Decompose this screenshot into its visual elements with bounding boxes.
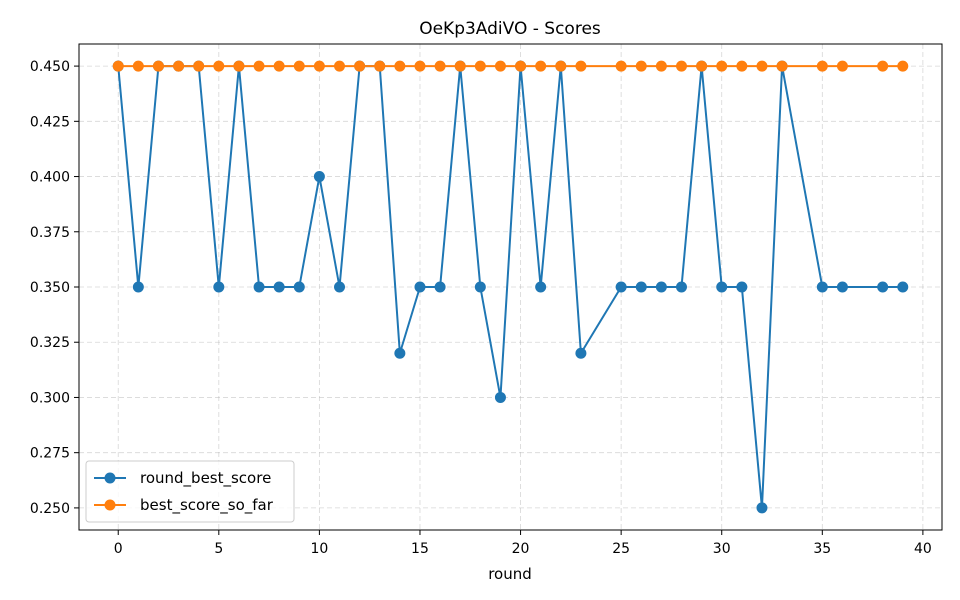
y-tick-label: 0.250 [30, 501, 70, 517]
data-point-best-score-so-far [736, 60, 748, 72]
legend-box [85, 460, 295, 523]
legend-marker-best-score-so-far [104, 499, 116, 511]
data-point-best-score-so-far [696, 60, 708, 72]
data-point-best-score-so-far [193, 60, 205, 72]
x-tick-label: 40 [914, 541, 932, 557]
data-point-round-best-score [273, 281, 285, 293]
data-point-round-best-score [334, 281, 346, 293]
x-tick-label: 25 [612, 541, 630, 557]
x-tick-label: 20 [512, 541, 530, 557]
data-point-round-best-score [132, 281, 144, 293]
y-axis: 0.250 0.275 0.300 0.325 0.350 0.375 0.400 0.425… [30, 59, 79, 517]
data-point-round-best-score [655, 281, 667, 293]
data-point-best-score-so-far [474, 60, 486, 72]
y-tick-label: 0.450 [30, 59, 70, 75]
data-point-round-best-score [635, 281, 647, 293]
y-tick-label: 0.325 [30, 335, 70, 351]
data-point-best-score-so-far [555, 60, 567, 72]
y-tick-label: 0.425 [30, 114, 70, 130]
data-point-round-best-score [877, 281, 889, 293]
data-point-round-best-score [756, 502, 768, 514]
series-group [112, 60, 909, 514]
data-point-best-score-so-far [675, 60, 687, 72]
data-point-best-score-so-far [313, 60, 325, 72]
data-point-best-score-so-far [615, 60, 627, 72]
data-point-best-score-so-far [575, 60, 587, 72]
data-point-best-score-so-far [293, 60, 305, 72]
data-point-best-score-so-far [394, 60, 406, 72]
data-point-round-best-score [213, 281, 225, 293]
data-point-best-score-so-far [273, 60, 285, 72]
data-point-round-best-score [535, 281, 547, 293]
data-point-round-best-score [414, 281, 426, 293]
data-point-best-score-so-far [132, 60, 144, 72]
data-point-round-best-score [434, 281, 446, 293]
chart-title: OeKp3AdiVO - Scores [419, 19, 601, 39]
data-point-round-best-score [615, 281, 627, 293]
y-tick-label: 0.350 [30, 280, 70, 296]
data-point-round-best-score [675, 281, 687, 293]
data-point-best-score-so-far [897, 60, 909, 72]
data-point-best-score-so-far [515, 60, 527, 72]
x-axis-label: round [488, 565, 532, 583]
y-tick-label: 0.400 [30, 170, 70, 186]
y-tick-label: 0.375 [30, 225, 70, 241]
y-tick-label: 0.300 [30, 390, 70, 406]
data-point-best-score-so-far [816, 60, 828, 72]
data-point-round-best-score [575, 347, 587, 359]
data-point-best-score-so-far [655, 60, 667, 72]
legend-label-round-best-score: round_best_score [140, 469, 271, 488]
data-point-best-score-so-far [434, 60, 446, 72]
data-point-round-best-score [836, 281, 848, 293]
data-point-round-best-score [474, 281, 486, 293]
data-point-best-score-so-far [213, 60, 225, 72]
data-point-round-best-score [736, 281, 748, 293]
data-point-best-score-so-far [716, 60, 728, 72]
y-tick-label: 0.275 [30, 446, 70, 462]
legend: round_best_score best_score_so_far [85, 460, 295, 523]
data-point-best-score-so-far [334, 60, 346, 72]
data-point-best-score-so-far [354, 60, 366, 72]
data-point-best-score-so-far [756, 60, 768, 72]
x-tick-label: 15 [411, 541, 429, 557]
data-point-best-score-so-far [112, 60, 124, 72]
data-point-best-score-so-far [494, 60, 506, 72]
data-point-round-best-score [293, 281, 305, 293]
data-point-round-best-score [897, 281, 909, 293]
data-point-round-best-score [716, 281, 728, 293]
data-point-round-best-score [394, 347, 406, 359]
data-point-best-score-so-far [374, 60, 386, 72]
x-tick-label: 0 [114, 541, 123, 557]
data-point-best-score-so-far [776, 60, 788, 72]
x-tick-label: 10 [310, 541, 328, 557]
data-point-round-best-score [313, 171, 325, 183]
data-point-round-best-score [253, 281, 265, 293]
data-point-best-score-so-far [836, 60, 848, 72]
x-tick-label: 35 [813, 541, 831, 557]
x-tick-label: 5 [214, 541, 223, 557]
data-point-best-score-so-far [173, 60, 185, 72]
legend-marker-round-best-score [104, 472, 116, 484]
data-point-best-score-so-far [233, 60, 245, 72]
data-point-best-score-so-far [414, 60, 426, 72]
data-point-best-score-so-far [877, 60, 889, 72]
data-point-round-best-score [494, 391, 506, 403]
data-point-best-score-so-far [253, 60, 265, 72]
x-axis: 0 5 10 15 20 25 30 35 40 [114, 530, 932, 557]
data-point-best-score-so-far [152, 60, 164, 72]
data-point-best-score-so-far [635, 60, 647, 72]
x-tick-label: 30 [713, 541, 731, 557]
data-point-round-best-score [816, 281, 828, 293]
data-point-best-score-so-far [535, 60, 547, 72]
legend-label-best-score-so-far: best_score_so_far [140, 496, 274, 515]
data-point-best-score-so-far [454, 60, 466, 72]
